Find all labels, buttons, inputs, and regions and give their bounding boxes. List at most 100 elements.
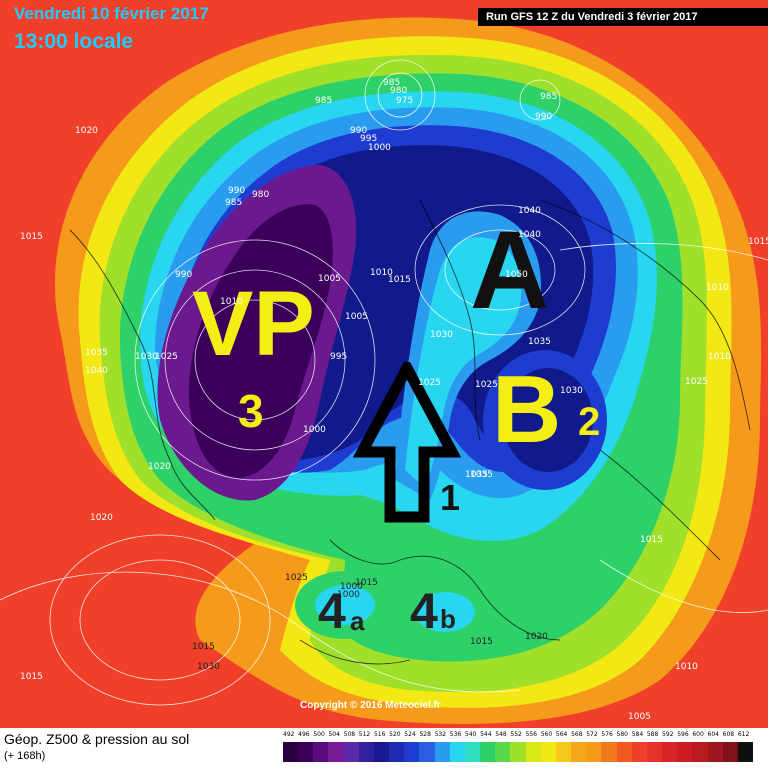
scale-swatch — [692, 742, 708, 762]
scale-swatch — [510, 742, 527, 762]
scale-label: 604 — [707, 731, 719, 738]
scale-label: 528 — [419, 731, 431, 738]
pressure-label: 1035 — [528, 337, 551, 347]
pressure-label: 1000 — [340, 582, 363, 592]
scale-swatch — [616, 742, 633, 762]
pressure-label: 1015 — [192, 642, 215, 652]
pressure-label: 1030 — [560, 386, 583, 396]
pressure-label: 1010 — [675, 662, 698, 672]
pressure-label: 1010 — [706, 283, 729, 293]
label-4b-number: 4 — [410, 583, 438, 639]
scale-label: 516 — [373, 731, 386, 738]
pressure-label: 990 — [175, 270, 193, 280]
pressure-label: 1025 — [685, 377, 708, 387]
scale-swatch — [449, 742, 466, 762]
scale-label: 596 — [677, 731, 689, 738]
pressure-label: 1025 — [418, 378, 441, 388]
pressure-label: 1020 — [148, 462, 171, 472]
scale-label: 552 — [510, 731, 522, 738]
arrow-number: 1 — [440, 477, 461, 518]
scale-swatch — [298, 742, 314, 762]
scale-label: 568 — [571, 731, 583, 738]
pressure-label: 1015 — [355, 578, 378, 588]
label-4b-letter: b — [440, 604, 456, 634]
scale-swatch — [677, 742, 693, 762]
scale-swatch — [662, 742, 678, 762]
pressure-label: 985 — [225, 198, 243, 208]
scale-label: 544 — [480, 731, 492, 738]
pressure-label: 1000 — [368, 143, 391, 153]
pressure-label: 1025 — [155, 352, 178, 362]
a-label: A — [470, 209, 550, 332]
pressure-label: 1030 — [135, 352, 158, 362]
scale-swatch — [555, 742, 572, 762]
scale-swatch — [328, 742, 345, 762]
scale-label: 548 — [495, 731, 507, 738]
run-info: Run GFS 12 Z du Vendredi 3 février 2017 — [478, 8, 768, 26]
scale-label: 584 — [631, 731, 644, 738]
scale-swatch — [722, 742, 739, 762]
pressure-label: 1035 — [85, 348, 108, 358]
scale-label: 580 — [616, 731, 628, 738]
scale-swatch — [283, 742, 299, 762]
vp-number: 3 — [238, 385, 264, 437]
scale-swatch — [737, 742, 754, 762]
scale-label: 600 — [692, 731, 704, 738]
scale-swatch — [480, 742, 496, 762]
pressure-label: 1035 — [470, 470, 493, 480]
scale-label: 612 — [737, 731, 750, 738]
copyright: Copyright © 2016 Meteociel.fr — [300, 700, 441, 711]
pressure-label: 1020 — [90, 513, 113, 523]
scale-swatch — [586, 742, 602, 762]
scale-swatch — [404, 742, 420, 762]
scale-swatch — [373, 742, 390, 762]
scale-label: 492 — [283, 731, 295, 738]
scale-swatch — [571, 742, 587, 762]
pressure-label: 1010 — [220, 297, 243, 307]
scale-swatch — [434, 742, 451, 762]
scale-label: 500 — [313, 731, 325, 738]
color-scale: 492 496 500 504 508 512 516 520 524 528 532 536 540 5… — [283, 731, 754, 765]
scale-label: 532 — [434, 731, 447, 738]
pressure-label: 1010 — [708, 352, 731, 362]
pressure-label: 1015 — [20, 232, 43, 242]
pressure-label: 980 — [252, 190, 270, 200]
scale-label: 536 — [449, 731, 462, 738]
pressure-label: 1010 — [370, 268, 393, 278]
pressure-label: 1040 — [518, 230, 541, 240]
scale-label: 556 — [525, 731, 538, 738]
pressure-label: 985 — [383, 78, 401, 88]
scale-label: 504 — [328, 731, 340, 738]
scale-swatch — [601, 742, 618, 762]
scale-swatch — [540, 742, 557, 762]
pressure-label: 980 — [390, 86, 408, 96]
scale-label: 564 — [555, 731, 568, 738]
pressure-label: 1000 — [303, 425, 326, 435]
pressure-label: 995 — [360, 134, 378, 144]
pressure-label: 1025 — [475, 380, 498, 390]
pressure-label: 990 — [350, 126, 368, 136]
b-label: B — [492, 356, 562, 463]
pressure-label: 1040 — [85, 366, 108, 376]
pressure-label: 1015 — [748, 237, 768, 247]
scale-label: 524 — [404, 731, 416, 738]
pressure-label: 1015 — [470, 637, 493, 647]
pressure-label: 1000 — [337, 590, 360, 600]
pressure-label: 985 — [540, 92, 558, 102]
pressure-label: 1030 — [197, 662, 220, 672]
pressure-label: 1005 — [318, 274, 341, 284]
b-number: 2 — [578, 400, 601, 444]
scale-label: 508 — [343, 731, 356, 738]
pressure-label: 1050 — [505, 270, 528, 280]
scale-swatch — [343, 742, 360, 762]
pressure-label: 990 — [228, 186, 246, 196]
scale-label: 592 — [662, 731, 674, 738]
scale-label: 520 — [389, 731, 401, 738]
pressure-label: 1030 — [430, 330, 453, 340]
scale-swatch — [646, 742, 663, 762]
pressure-label: 990 — [535, 112, 553, 122]
label-4a-letter: a — [350, 606, 365, 636]
scale-label: 540 — [464, 731, 477, 738]
pressure-label: 995 — [330, 352, 348, 362]
